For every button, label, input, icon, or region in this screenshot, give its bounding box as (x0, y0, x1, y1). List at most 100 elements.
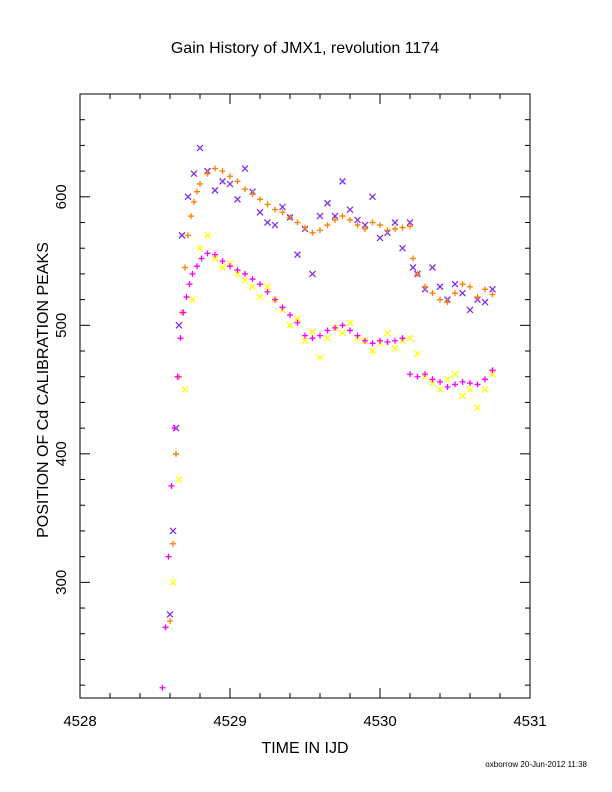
data-point (482, 376, 488, 383)
data-point (436, 386, 444, 394)
data-point (481, 298, 489, 306)
x-tick-label: 4529 (213, 713, 246, 730)
data-point (406, 219, 414, 226)
data-point (346, 319, 354, 327)
data-point (219, 264, 226, 271)
data-point (242, 186, 248, 193)
data-point (444, 384, 451, 391)
data-point (436, 283, 444, 291)
series-3 (159, 250, 496, 691)
y-tick-label: 500 (53, 313, 70, 338)
data-point (362, 337, 368, 344)
data-point (180, 309, 187, 316)
data-point (339, 177, 346, 185)
data-point (407, 371, 413, 378)
data-point (189, 296, 196, 304)
data-point (219, 168, 226, 175)
x-axis-label: TIME IN IJD (261, 740, 348, 757)
data-point (212, 165, 218, 172)
data-point (429, 290, 436, 297)
data-point (362, 225, 368, 232)
data-point (196, 144, 204, 152)
data-point (482, 286, 488, 293)
data-point (302, 332, 308, 339)
data-point (272, 206, 278, 213)
data-point (198, 255, 205, 262)
data-point (264, 219, 271, 226)
data-point (257, 196, 263, 203)
data-point (256, 293, 264, 301)
data-point (346, 206, 354, 214)
data-point (234, 270, 241, 278)
data-point (309, 328, 316, 336)
data-point (177, 335, 184, 342)
y-tick-label: 300 (53, 570, 70, 595)
data-point (279, 304, 286, 311)
data-point (452, 381, 458, 388)
data-point (354, 332, 361, 339)
data-point (166, 611, 174, 618)
data-point (287, 312, 293, 319)
data-point (384, 329, 391, 337)
data-point (264, 201, 271, 208)
data-point (249, 191, 256, 198)
data-point (339, 322, 346, 329)
data-point (173, 450, 179, 457)
data-point (168, 482, 175, 489)
data-point (182, 264, 188, 271)
data-point (279, 209, 286, 216)
data-point (279, 203, 286, 211)
data-point (171, 425, 178, 432)
data-point (437, 296, 443, 303)
data-point (422, 283, 428, 290)
data-point (189, 270, 196, 277)
data-point (170, 540, 176, 547)
data-point (191, 198, 197, 205)
data-point (241, 276, 249, 284)
data-point (444, 299, 451, 306)
data-point (429, 379, 436, 387)
x-tick-label: 4528 (63, 713, 96, 730)
data-point (459, 378, 466, 385)
data-point (399, 244, 406, 252)
data-point (271, 221, 279, 229)
data-point (474, 404, 481, 412)
series-1 (167, 165, 496, 624)
data-point (384, 227, 391, 234)
data-point (467, 380, 473, 387)
data-point (197, 180, 203, 187)
data-point (227, 263, 233, 270)
data-point (190, 170, 198, 178)
data-point (354, 216, 361, 224)
data-point (194, 263, 200, 270)
data-point (377, 337, 383, 344)
data-point (369, 347, 376, 355)
data-point (211, 255, 219, 262)
data-point (257, 281, 263, 288)
chart-title: Gain History of JMX1, revolution 1174 (171, 40, 439, 57)
data-point (249, 276, 256, 283)
data-point (324, 222, 331, 229)
data-point (332, 216, 338, 223)
data-point (437, 378, 443, 385)
data-point (264, 288, 271, 295)
data-point (451, 370, 459, 378)
data-point (467, 283, 473, 290)
data-point (376, 234, 384, 242)
data-point (167, 617, 173, 624)
data-point (181, 386, 189, 394)
data-point (204, 250, 211, 257)
data-point (489, 367, 496, 374)
data-point (241, 165, 249, 172)
data-point (384, 339, 391, 346)
data-point (287, 214, 293, 221)
data-point (347, 327, 353, 334)
y-tick-label: 400 (53, 441, 70, 466)
data-point (452, 290, 458, 297)
data-point (466, 386, 474, 394)
data-point (234, 178, 241, 185)
data-point (211, 186, 219, 194)
data-point (234, 195, 241, 203)
data-point (272, 296, 278, 303)
